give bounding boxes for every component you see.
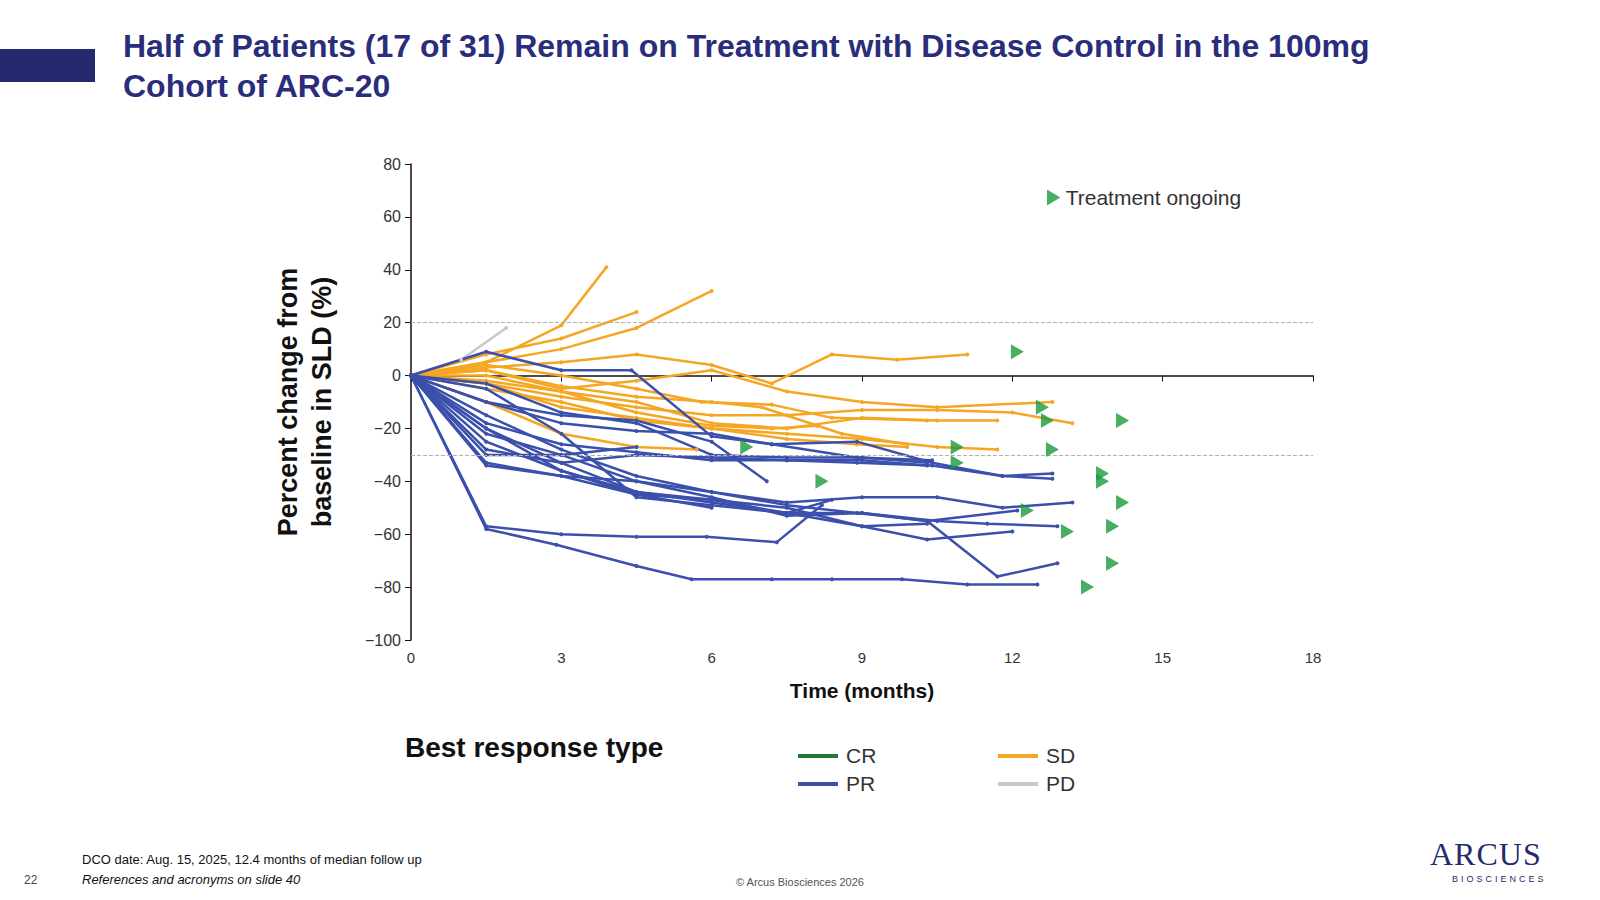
html-text:DCO date: Aug. 15, 2025, 12.4: DCO date: Aug. 15, 2025, 12.4 months of …	[82, 852, 422, 867]
html-text:PR: PR	[846, 772, 876, 795]
html-text:CR: CR	[846, 744, 877, 767]
html-text:SD: SD	[1046, 744, 1076, 767]
svg-text:9: 9	[858, 649, 866, 666]
html-text:Half of Patients (17 of 31) Re: Half of Patients (17 of 31) Remain on Tr…	[123, 28, 1370, 104]
svg-text:−60: −60	[374, 526, 401, 543]
svg-text:−80: −80	[374, 579, 401, 596]
html-text:22: 22	[24, 873, 38, 887]
svg-text:40: 40	[383, 261, 401, 278]
svg-text:0: 0	[407, 649, 415, 666]
html-text:ARCUS: ARCUS	[1430, 836, 1542, 872]
svg-text:0: 0	[392, 367, 401, 384]
html-text:BIOSCIENCES: BIOSCIENCES	[1452, 874, 1547, 884]
html-text:References and acronyms on sli: References and acronyms on slide 40	[82, 872, 301, 887]
html-text:PD: PD	[1046, 772, 1076, 795]
svg-text:20: 20	[383, 314, 401, 331]
svg-text:−100: −100	[365, 632, 401, 649]
svg-text:−20: −20	[374, 420, 401, 437]
html-text:© Arcus Biosciences 2026: © Arcus Biosciences 2026	[736, 876, 864, 888]
svg-text:12: 12	[1004, 649, 1021, 666]
svg-text:baseline in SLD (%): baseline in SLD (%)	[307, 277, 337, 528]
svg-text:80: 80	[383, 156, 401, 173]
svg-text:60: 60	[383, 208, 401, 225]
svg-text:3: 3	[557, 649, 565, 666]
svg-text:15: 15	[1154, 649, 1171, 666]
svg-text:−40: −40	[374, 473, 401, 490]
svg-text:Time (months): Time (months)	[790, 679, 934, 702]
html-text:Best response type: Best response type	[405, 732, 664, 763]
svg-text:6: 6	[707, 649, 715, 666]
svg-text:Percent change from: Percent change from	[273, 268, 303, 537]
svg-text:Treatment ongoing: Treatment ongoing	[1066, 186, 1242, 209]
svg-text:18: 18	[1305, 649, 1322, 666]
